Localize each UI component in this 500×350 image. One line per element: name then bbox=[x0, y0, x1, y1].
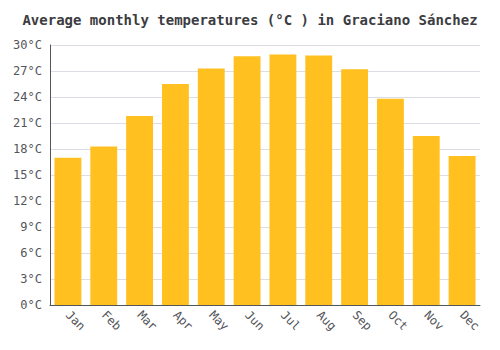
svg-text:Sep: Sep bbox=[350, 308, 375, 333]
svg-text:Oct: Oct bbox=[385, 308, 410, 333]
svg-text:Aug: Aug bbox=[314, 308, 339, 333]
svg-text:15°C: 15°C bbox=[13, 168, 42, 182]
svg-text:Apr: Apr bbox=[170, 308, 195, 333]
svg-text:21°C: 21°C bbox=[13, 116, 42, 130]
svg-text:Jun: Jun bbox=[242, 308, 267, 333]
svg-text:12°C: 12°C bbox=[13, 194, 42, 208]
svg-text:Jan: Jan bbox=[63, 308, 88, 333]
svg-text:Nov: Nov bbox=[421, 308, 446, 333]
svg-text:Mar: Mar bbox=[135, 308, 160, 333]
svg-text:Average monthly temperatures (: Average monthly temperatures (°C ) in Gr… bbox=[22, 12, 477, 28]
svg-text:9°C: 9°C bbox=[20, 220, 42, 234]
svg-text:Jul: Jul bbox=[278, 308, 303, 333]
svg-text:0°C: 0°C bbox=[20, 298, 42, 312]
svg-text:3°C: 3°C bbox=[20, 272, 42, 286]
svg-text:27°C: 27°C bbox=[13, 64, 42, 78]
svg-text:6°C: 6°C bbox=[20, 246, 42, 260]
svg-text:May: May bbox=[206, 308, 231, 333]
svg-text:24°C: 24°C bbox=[13, 90, 42, 104]
svg-text:18°C: 18°C bbox=[13, 142, 42, 156]
svg-text:Feb: Feb bbox=[99, 308, 124, 333]
svg-text:Dec: Dec bbox=[457, 308, 482, 333]
svg-text:30°C: 30°C bbox=[13, 38, 42, 52]
